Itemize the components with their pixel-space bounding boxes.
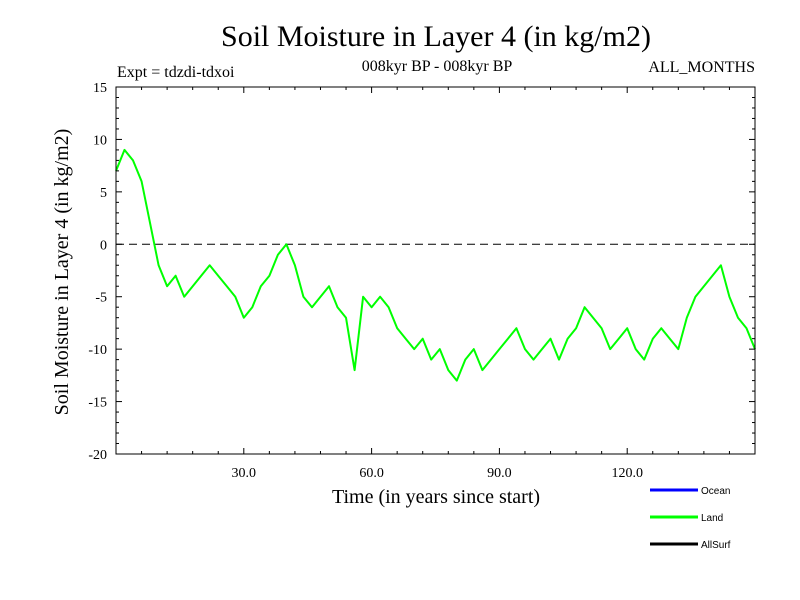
chart-subtitle: 008kyr BP - 008kyr BP — [362, 58, 513, 75]
x-axis-ticks: 30.0 60.0 90.0 120.0 — [141, 87, 730, 481]
y-tick-label: -5 — [95, 291, 107, 306]
series-layer — [115, 148, 756, 382]
legend-label-land: Land — [701, 513, 723, 524]
series-line-land — [115, 148, 756, 382]
x-tick-label: 120.0 — [611, 466, 643, 481]
chart-title: Soil Moisture in Layer 4 (in kg/m2) — [221, 20, 651, 53]
legend-label-allsurf: AllSurf — [701, 540, 731, 551]
y-tick-label: 10 — [93, 133, 107, 148]
y-axis-ticks: 15 10 5 0 -5 -10 -15 -20 — [88, 81, 755, 463]
y-axis-label: Soil Moisture in Layer 4 (in kg/m2) — [51, 129, 73, 416]
x-axis-label: Time (in years since start) — [332, 486, 540, 508]
y-tick-label: -10 — [88, 343, 107, 358]
period-label: ALL_MONTHS — [648, 59, 755, 76]
plot-frame — [115, 86, 756, 455]
x-tick-label: 30.0 — [232, 466, 257, 481]
y-tick-label: 15 — [93, 81, 107, 96]
x-tick-label: 60.0 — [359, 466, 384, 481]
experiment-label: Expt = tdzdi-tdxoi — [117, 64, 235, 81]
y-tick-label: 5 — [100, 186, 107, 201]
x-tick-label: 90.0 — [487, 466, 512, 481]
legend: Ocean Land AllSurf — [650, 486, 731, 551]
y-tick-label: 0 — [100, 238, 107, 253]
y-tick-label: -20 — [88, 448, 107, 463]
legend-label-ocean: Ocean — [701, 486, 730, 497]
y-tick-label: -15 — [88, 396, 107, 411]
